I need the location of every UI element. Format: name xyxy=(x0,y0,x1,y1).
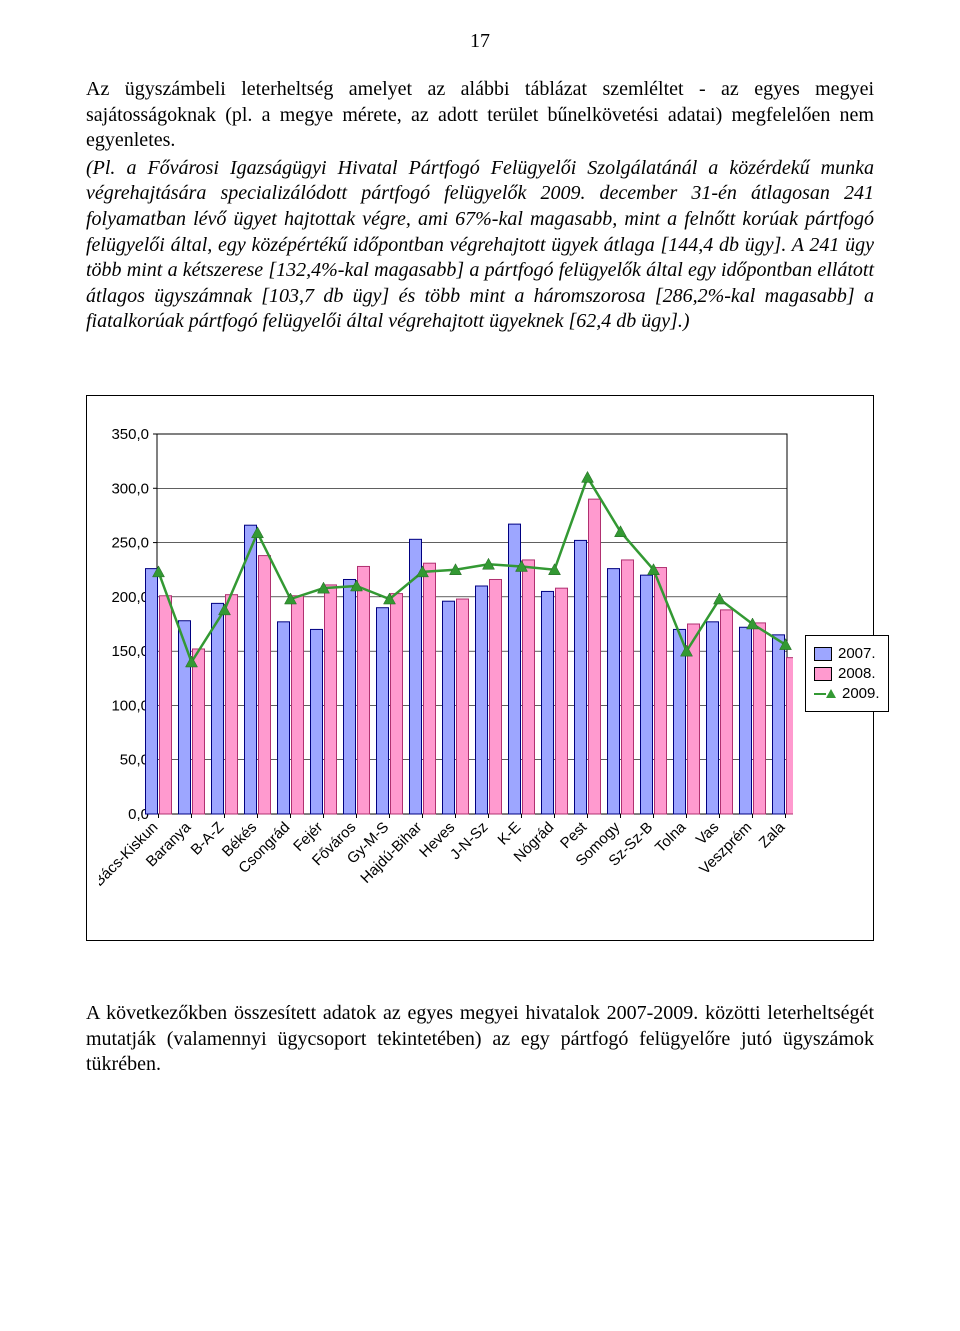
paragraph-intro: Az ügyszámbeli leterheltség amelyet az a… xyxy=(86,77,874,154)
svg-text:350,0: 350,0 xyxy=(111,426,149,443)
body-text: Az ügyszámbeli leterheltség amelyet az a… xyxy=(86,77,874,335)
legend-swatch-2007 xyxy=(814,647,832,661)
legend-item-2008: 2008. xyxy=(814,665,880,682)
chart-plot-area: 0,050,0100,0150,0200,0250,0300,0350,0Bác… xyxy=(99,424,793,924)
chart-svg: 0,050,0100,0150,0200,0250,0300,0350,0Bác… xyxy=(99,424,793,924)
svg-text:150,0: 150,0 xyxy=(111,643,149,660)
legend-label-2008: 2008. xyxy=(838,665,876,682)
svg-text:50,0: 50,0 xyxy=(120,752,149,769)
chart-legend: 2007. 2008. 2009. xyxy=(805,635,889,712)
legend-item-2007: 2007. xyxy=(814,645,880,662)
page-number: 17 xyxy=(86,30,874,53)
chart-container: 0,050,0100,0150,0200,0250,0300,0350,0Bác… xyxy=(86,395,874,941)
svg-text:J-N-Sz: J-N-Sz xyxy=(447,819,491,863)
svg-text:200,0: 200,0 xyxy=(111,589,149,606)
footer-text: A következőkben összesített adatok az eg… xyxy=(86,1001,874,1078)
legend-swatch-2008 xyxy=(814,667,832,681)
svg-text:250,0: 250,0 xyxy=(111,535,149,552)
paragraph-example: (Pl. a Fővárosi Igazságügyi Hivatal Párt… xyxy=(86,156,874,335)
svg-text:300,0: 300,0 xyxy=(111,480,149,497)
legend-label-2007: 2007. xyxy=(838,645,876,662)
legend-line-2009 xyxy=(814,689,836,698)
svg-text:Zala: Zala xyxy=(756,818,789,851)
svg-text:Tolna: Tolna xyxy=(652,818,690,856)
legend-label-2009: 2009. xyxy=(842,685,880,702)
document-page: 17 Az ügyszámbeli leterheltség amelyet a… xyxy=(0,0,960,1120)
svg-text:B-A-Z: B-A-Z xyxy=(188,819,228,859)
svg-text:100,0: 100,0 xyxy=(111,697,149,714)
footer-paragraph: A következőkben összesített adatok az eg… xyxy=(86,1001,874,1078)
legend-item-2009: 2009. xyxy=(814,685,880,702)
